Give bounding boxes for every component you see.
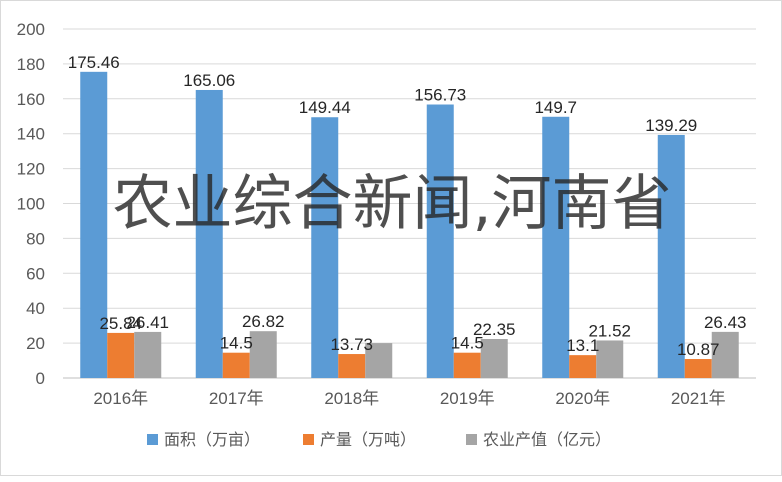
bar (195, 89, 223, 378)
bar (480, 338, 508, 378)
data-label: 10.87 (677, 340, 720, 359)
data-label: 149.44 (299, 98, 351, 117)
legend-label: 产量（万吨） (320, 431, 416, 449)
data-label: 25.84 (99, 314, 142, 333)
bar (222, 352, 250, 378)
bar (684, 359, 712, 378)
y-tick-label: 180 (17, 55, 45, 74)
legend-swatch (303, 434, 314, 445)
bar (311, 117, 339, 378)
x-tick-label: 2018年 (324, 389, 379, 408)
data-label: 165.06 (183, 71, 235, 90)
bar (426, 104, 454, 378)
y-tick-label: 60 (26, 264, 45, 283)
y-tick-label: 80 (26, 229, 45, 248)
y-tick-label: 100 (17, 195, 45, 214)
legend: 面积（万亩） 产量（万吨） 农业产值（亿元） (147, 431, 611, 449)
bar (134, 331, 162, 378)
data-label: 22.35 (473, 320, 516, 339)
y-tick-label: 0 (36, 369, 45, 388)
data-label: 175.46 (68, 53, 120, 72)
y-tick-label: 40 (26, 299, 45, 318)
y-axis-ticks: 0 20 40 60 80 100 120 140 160 180 200 (17, 20, 45, 388)
bar (365, 343, 393, 378)
gridlines (63, 28, 756, 379)
y-tick-label: 200 (17, 20, 45, 39)
bar (80, 71, 108, 378)
legend-swatch (466, 434, 477, 445)
y-tick-label: 140 (17, 125, 45, 144)
y-tick-label: 120 (17, 160, 45, 179)
x-tick-label: 2017年 (209, 389, 264, 408)
bar (453, 352, 481, 378)
y-tick-label: 160 (17, 90, 45, 109)
bar (569, 355, 597, 378)
bar (596, 340, 624, 378)
legend-swatch (147, 434, 158, 445)
bar (338, 354, 366, 378)
legend-label: 农业产值（亿元） (483, 431, 611, 449)
bar (711, 331, 739, 378)
legend-label: 面积（万亩） (164, 431, 260, 449)
x-tick-label: 2019年 (440, 389, 495, 408)
x-tick-label: 2021年 (671, 389, 726, 408)
data-label: 13.73 (330, 335, 373, 354)
data-label: 14.5 (220, 334, 253, 353)
bars (80, 71, 739, 378)
data-label: 26.82 (242, 312, 285, 331)
x-tick-label: 2020年 (555, 389, 610, 408)
data-label: 26.43 (704, 313, 747, 332)
bar (107, 332, 135, 378)
bar (249, 331, 277, 378)
data-label: 149.7 (534, 98, 577, 117)
data-label: 156.73 (414, 86, 466, 105)
data-label: 13.1 (566, 336, 599, 355)
data-label: 26.41 (126, 313, 169, 332)
data-label: 21.52 (588, 321, 631, 340)
bar (542, 116, 570, 378)
y-tick-label: 20 (26, 334, 45, 353)
x-axis-ticks: 2016年 2017年 2018年 2019年 2020年 2021年 (93, 389, 725, 408)
data-label: 14.5 (451, 334, 484, 353)
bar (657, 134, 685, 378)
x-tick-label: 2016年 (93, 389, 148, 408)
data-label: 139.29 (645, 116, 697, 135)
